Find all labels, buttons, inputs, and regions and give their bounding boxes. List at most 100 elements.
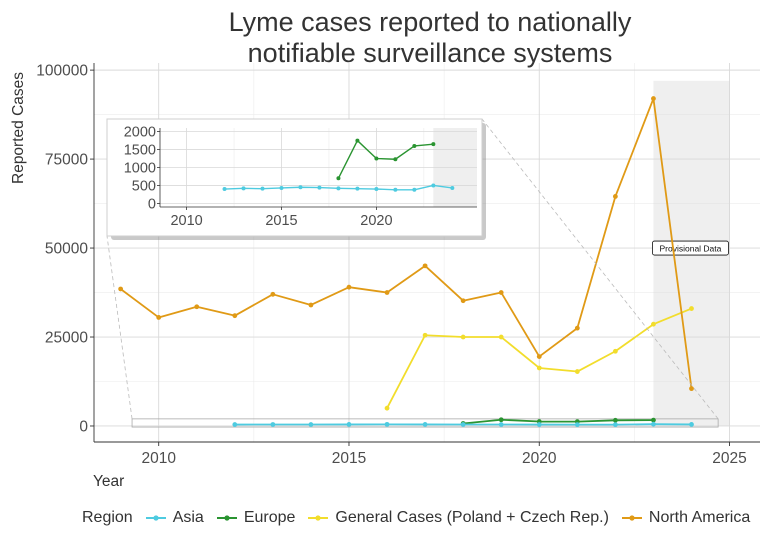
data-point (431, 142, 436, 147)
legend-key-point (315, 515, 322, 521)
data-point (651, 417, 656, 423)
zoom-region (131, 418, 719, 428)
data-point (536, 354, 542, 359)
data-point (346, 284, 352, 290)
inset-y-tick-label: 1000 (124, 161, 156, 177)
legend-item-general-cases-poland-czech-rep: General Cases (Poland + Czech Rep.) (307, 509, 609, 527)
y-axis-label: Reported Cases (10, 72, 27, 184)
data-point (384, 290, 390, 295)
x-tick-label: 2015 (332, 450, 366, 467)
data-point (498, 417, 504, 423)
inset-connector (481, 118, 719, 420)
legend-item-north-america: North America (621, 509, 750, 527)
data-point (460, 422, 466, 427)
data-point (689, 422, 694, 427)
y-tick-label: 25000 (45, 330, 88, 347)
data-point (298, 185, 303, 190)
provisional-label-box (652, 240, 729, 256)
data-point (336, 186, 341, 191)
data-point (689, 386, 694, 392)
inset-x-tick-label: 2015 (265, 213, 297, 229)
data-point (651, 321, 656, 327)
y-tick-label: 75000 (45, 152, 88, 169)
legend-key-point (153, 515, 159, 521)
inset-connector (106, 235, 133, 419)
series-europe (336, 138, 436, 181)
data-point (241, 186, 246, 191)
data-point (498, 422, 504, 427)
series-line (337, 139, 434, 179)
y-tick-label: 0 (79, 418, 88, 435)
data-point (651, 96, 656, 101)
data-point (232, 422, 238, 427)
x-axis-label: Year (93, 473, 124, 490)
x-tick-label: 2010 (141, 450, 176, 467)
inset-y-tick-label: 2000 (124, 125, 156, 141)
data-point (689, 306, 694, 311)
data-point (412, 187, 417, 192)
data-point (574, 325, 580, 331)
data-point (308, 302, 314, 308)
data-point (612, 422, 618, 428)
data-point (612, 417, 618, 423)
inset-box (106, 118, 483, 237)
data-point (270, 422, 276, 427)
data-point (450, 185, 455, 190)
inset-x-tick-label: 2020 (360, 213, 392, 229)
legend-label: Asia (172, 509, 204, 526)
data-point (355, 186, 360, 191)
series-asia (232, 421, 694, 428)
series-asia (222, 183, 455, 192)
chart-title-line1: Lyme cases reported to nationally (228, 7, 632, 37)
inset-x-tick-label: 2010 (170, 213, 202, 229)
data-point (536, 365, 542, 371)
legend-label: North America (648, 509, 751, 526)
legend-label: Europe (243, 509, 296, 526)
inset-provisional-region (433, 128, 477, 207)
data-point (270, 291, 276, 297)
data-point (156, 315, 162, 320)
data-point (612, 194, 618, 199)
legend-title: Region (82, 509, 133, 526)
data-point (384, 405, 390, 411)
data-point (355, 138, 360, 143)
data-point (118, 286, 124, 292)
inset-grid (160, 128, 477, 207)
series-general-cases-poland-czech-rep (384, 306, 694, 411)
legend-key-point (224, 515, 230, 521)
data-point (279, 185, 284, 190)
data-point (651, 421, 656, 427)
data-point (536, 422, 542, 427)
inset-y-tick-label: 500 (132, 178, 156, 194)
series-north-america (118, 96, 694, 392)
data-point (574, 422, 580, 428)
series-line (463, 418, 654, 425)
data-point (308, 422, 314, 427)
data-point (317, 185, 322, 190)
legend-key (621, 515, 642, 521)
legend-key (308, 515, 329, 521)
data-point (336, 176, 341, 181)
legend-key (216, 515, 237, 521)
series-line (120, 97, 693, 389)
data-point (460, 298, 466, 304)
data-point (194, 304, 200, 310)
data-point (422, 263, 428, 269)
legend-key-point (629, 515, 635, 521)
data-point (384, 421, 390, 427)
data-point (412, 143, 417, 148)
data-point (222, 187, 227, 192)
data-point (422, 422, 428, 427)
data-point (260, 186, 265, 191)
legend-label: General Cases (Poland + Czech Rep.) (335, 509, 609, 526)
data-point (422, 332, 428, 338)
data-point (574, 369, 580, 374)
y-tick-label: 50000 (45, 241, 88, 258)
data-point (346, 422, 352, 427)
chart-title-line2: notifiable surveillance systems (247, 38, 613, 68)
data-point (393, 157, 398, 162)
data-point (393, 187, 398, 192)
y-tick-label: 100000 (36, 63, 88, 80)
legend-item-asia: Asia (145, 509, 204, 527)
